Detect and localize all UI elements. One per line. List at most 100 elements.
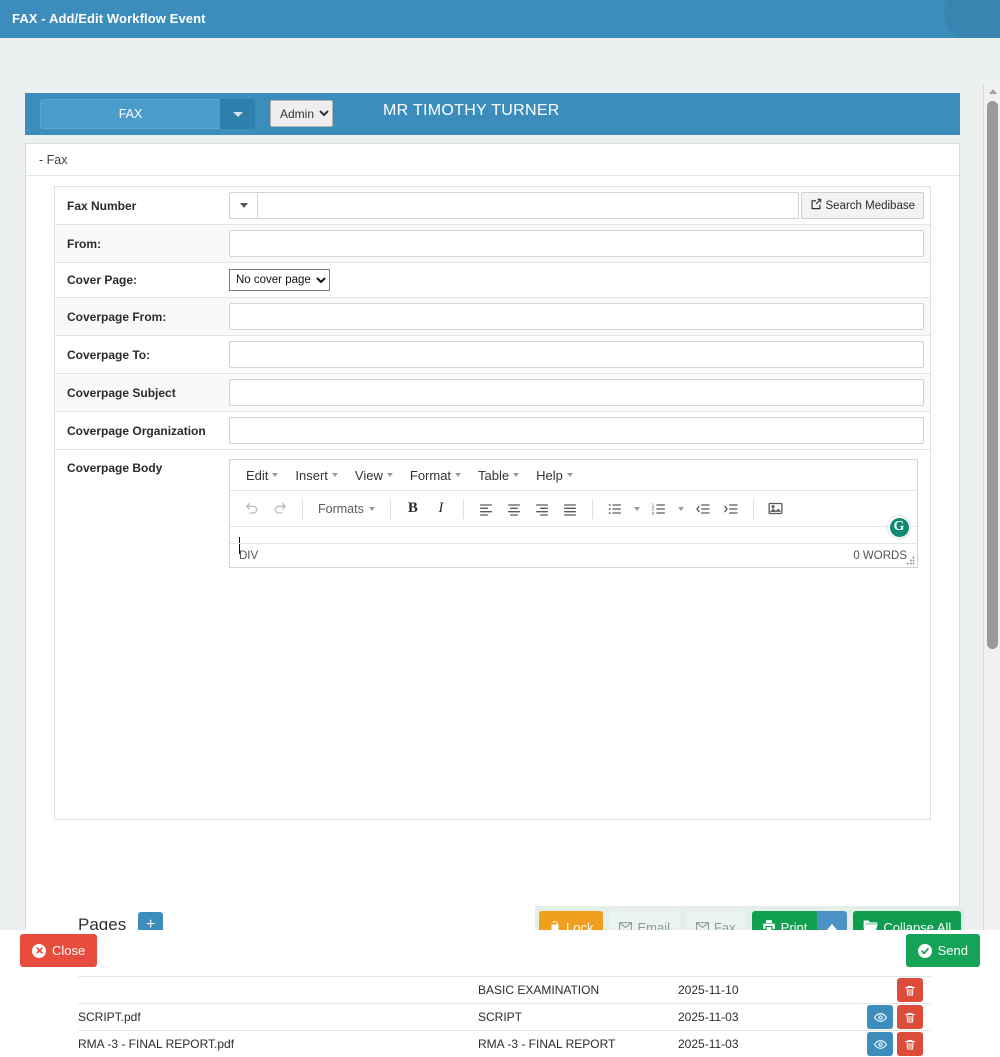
menu-format[interactable]: Format — [402, 464, 469, 487]
coverpage-to-input[interactable] — [229, 341, 924, 368]
cell-date: 2025-11-03 — [678, 1010, 739, 1024]
menu-insert[interactable]: Insert — [287, 464, 346, 487]
form-row-coverpage-from: Coverpage From: — [55, 298, 930, 336]
view-row-button[interactable] — [867, 1032, 893, 1056]
close-icon — [32, 943, 46, 958]
module-split-button[interactable]: FAX — [40, 99, 255, 129]
redo-icon[interactable] — [266, 496, 294, 522]
toolbar-separator — [462, 498, 464, 519]
table-row[interactable]: RMA -3 - FINAL REPORT.pdf RMA -3 - FINAL… — [78, 1030, 931, 1057]
form-row-from: From: — [55, 225, 930, 263]
editor-status-bar: DIV 0 WORDS — [230, 543, 917, 567]
form-row-coverpage-to: Coverpage To: — [55, 336, 930, 374]
chevron-down-icon — [331, 473, 338, 477]
patient-name: MR TIMOTHY TURNER — [383, 102, 560, 119]
editor-resize-grip[interactable] — [906, 556, 915, 565]
status-element-path[interactable]: DIV — [239, 549, 259, 562]
editor-content-area[interactable]: G — [230, 515, 917, 554]
coverpage-subject-input[interactable] — [229, 379, 924, 406]
grammarly-icon[interactable]: G — [887, 515, 911, 539]
folder-icon — [863, 919, 879, 935]
undo-icon[interactable] — [238, 496, 266, 522]
close-button[interactable]: Close — [20, 934, 98, 967]
indent-icon[interactable] — [717, 496, 745, 522]
formats-dropdown[interactable]: Formats — [311, 496, 382, 522]
window-title: FAX - Add/Edit Workflow Event — [12, 11, 206, 26]
italic-icon[interactable]: I — [438, 500, 444, 516]
module-dropdown-caret-icon[interactable] — [220, 99, 255, 129]
delete-row-button[interactable] — [897, 978, 923, 1002]
vertical-scrollbar[interactable] — [983, 83, 1000, 963]
window-title-bar: FAX - Add/Edit Workflow Event — [0, 0, 1000, 38]
fax-number-label: Fax Number — [67, 198, 137, 213]
chevron-down-icon — [386, 473, 393, 477]
cover-page-label: Cover Page: — [67, 273, 138, 287]
fax-form-table: Fax Number Search Medibase — [54, 186, 931, 820]
coverpage-subject-label: Coverpage Subject — [67, 385, 176, 400]
align-left-icon[interactable] — [472, 496, 500, 522]
table-row[interactable]: SCRIPT.pdf SCRIPT 2025-11-03 — [78, 1003, 931, 1030]
role-select[interactable]: Admin — [270, 100, 333, 127]
menu-insert-label: Insert — [295, 467, 328, 483]
coverpage-organization-input[interactable] — [229, 417, 924, 444]
formats-label: Formats — [318, 501, 364, 516]
cell-filename: SCRIPT.pdf — [78, 1010, 141, 1024]
text-cursor — [239, 537, 240, 554]
toolbar-separator — [591, 498, 593, 519]
delete-row-button[interactable] — [897, 1032, 923, 1056]
search-medibase-button[interactable]: Search Medibase — [800, 192, 924, 219]
scrollbar-thumb[interactable] — [987, 101, 998, 649]
coverpage-to-label: Coverpage To: — [67, 347, 151, 362]
chevron-down-icon — [272, 473, 279, 477]
grammarly-glyph: G — [889, 517, 909, 537]
numbered-list-dropdown-caret-icon[interactable] — [673, 496, 689, 522]
toolbar-separator — [752, 498, 754, 519]
menu-table[interactable]: Table — [470, 464, 527, 487]
align-justify-icon[interactable] — [556, 496, 584, 522]
page-backdrop: FAX Admin MR TIMOTHY TURNER - Fax Fax Nu… — [0, 38, 1000, 1056]
menu-help[interactable]: Help — [528, 464, 581, 487]
pages-title: Pages — [78, 914, 127, 934]
coverpage-from-input[interactable] — [229, 303, 924, 330]
status-word-count: 0 WORDS — [853, 549, 907, 562]
send-button[interactable]: Send — [905, 934, 980, 967]
fax-number-input[interactable] — [257, 192, 799, 219]
footer-action-bar: Close Send — [0, 930, 1000, 972]
insert-image-icon[interactable] — [762, 496, 790, 522]
table-row[interactable]: BASIC EXAMINATION 2025-11-10 — [78, 976, 931, 1003]
cell-date: 2025-11-10 — [678, 983, 739, 997]
from-label: From: — [67, 236, 101, 251]
cover-page-select[interactable]: No cover page — [229, 269, 330, 291]
fax-number-picker-caret-icon[interactable] — [229, 192, 257, 219]
send-label: Send — [937, 943, 968, 958]
chevron-down-icon — [455, 473, 462, 477]
bullet-list-icon[interactable] — [601, 496, 629, 522]
delete-row-button[interactable] — [897, 1005, 923, 1029]
panel-heading[interactable]: - Fax — [26, 144, 959, 176]
from-input[interactable] — [229, 230, 924, 257]
external-link-icon — [810, 198, 822, 213]
scroll-up-arrow-icon[interactable] — [984, 83, 1000, 99]
cell-filename: RMA -3 - FINAL REPORT.pdf — [78, 1037, 235, 1051]
menu-edit[interactable]: Edit — [238, 464, 286, 487]
menu-view[interactable]: View — [347, 464, 401, 487]
coverpage-from-label: Coverpage From: — [67, 309, 167, 324]
cell-type: RMA -3 - FINAL REPORT — [478, 1037, 616, 1051]
bullet-list-dropdown-caret-icon[interactable] — [629, 496, 645, 522]
form-row-cover-page: Cover Page: No cover page — [55, 263, 930, 298]
cell-type: BASIC EXAMINATION — [478, 983, 600, 997]
view-row-button[interactable] — [867, 1005, 893, 1029]
svg-text:1: 1 — [652, 502, 655, 507]
module-label[interactable]: FAX — [40, 99, 220, 129]
app-header: FAX Admin MR TIMOTHY TURNER — [25, 93, 960, 135]
form-row-fax-number: Fax Number Search Medibase — [55, 187, 930, 225]
align-right-icon[interactable] — [528, 496, 556, 522]
outdent-icon[interactable] — [689, 496, 717, 522]
menu-format-label: Format — [409, 467, 452, 483]
align-center-icon[interactable] — [500, 496, 528, 522]
menu-edit-label: Edit — [246, 467, 269, 483]
menu-help-label: Help — [536, 467, 563, 483]
bold-icon[interactable]: B — [407, 500, 418, 516]
svg-text:2: 2 — [652, 506, 655, 511]
